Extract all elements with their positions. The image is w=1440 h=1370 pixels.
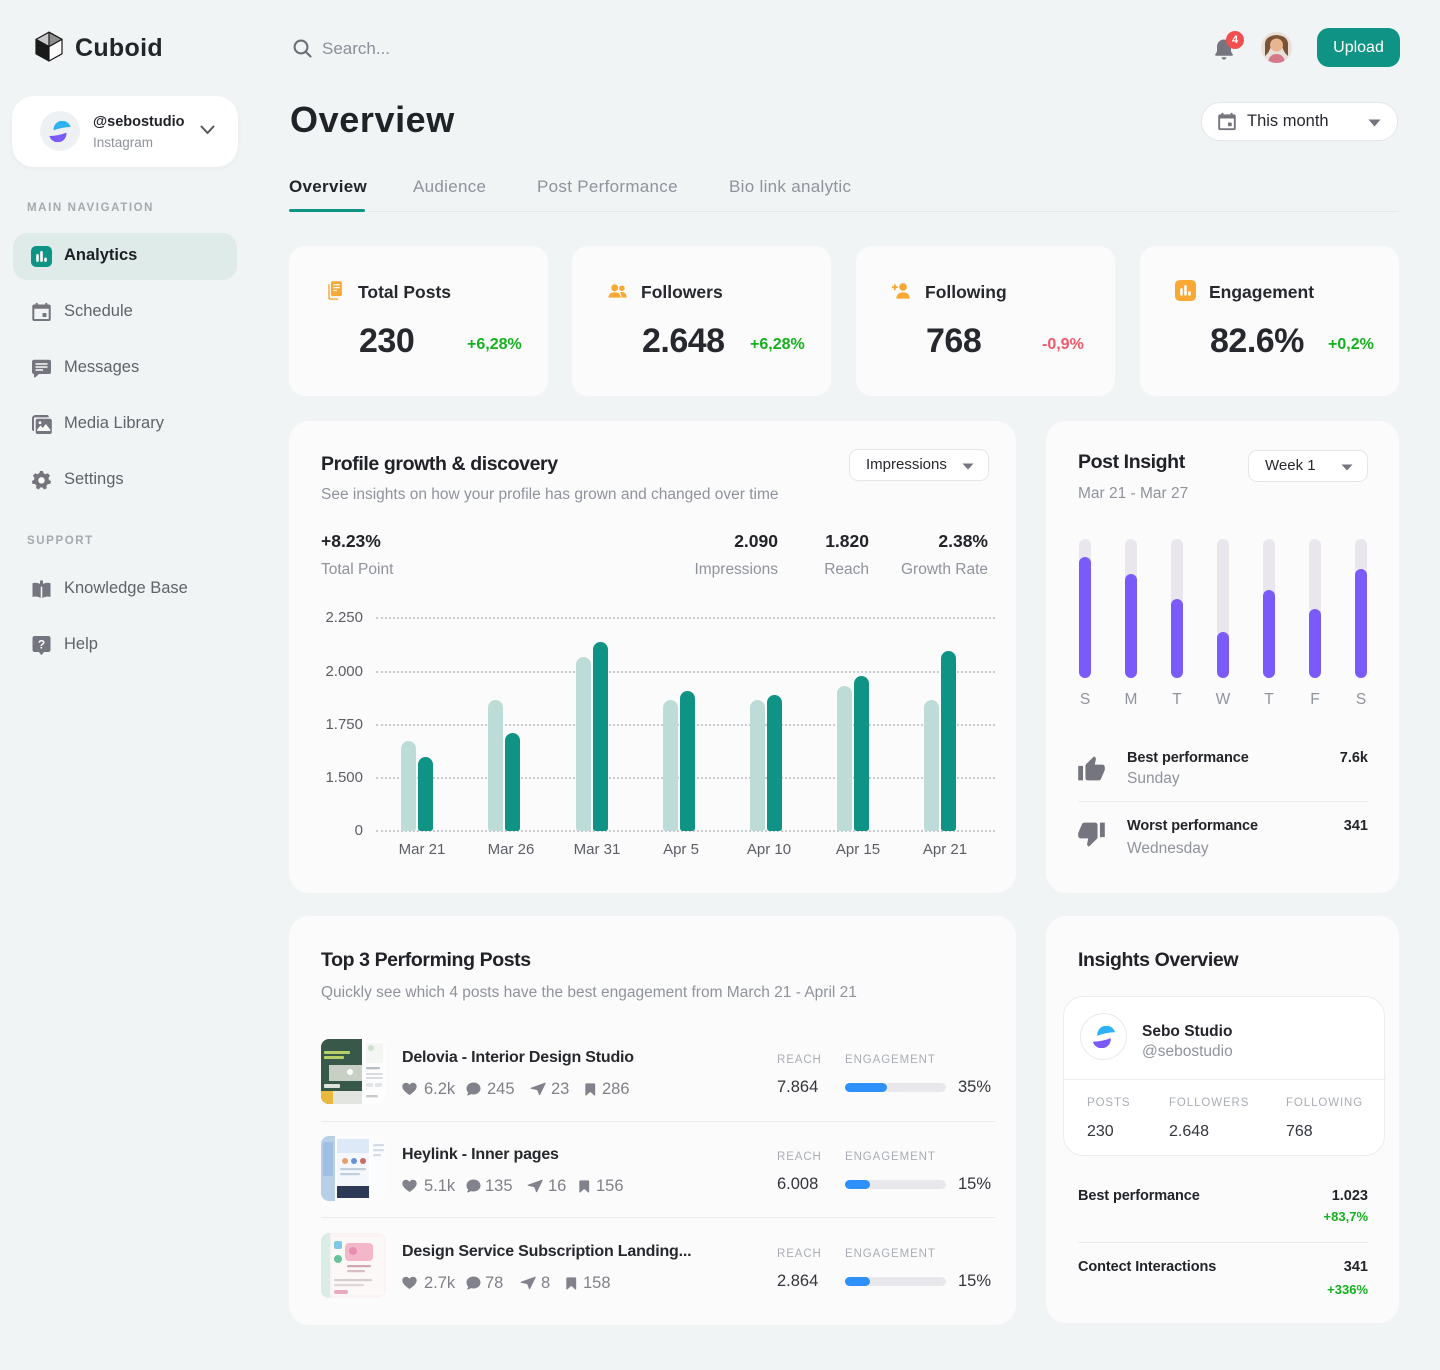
svg-text:?: ? <box>38 637 45 651</box>
